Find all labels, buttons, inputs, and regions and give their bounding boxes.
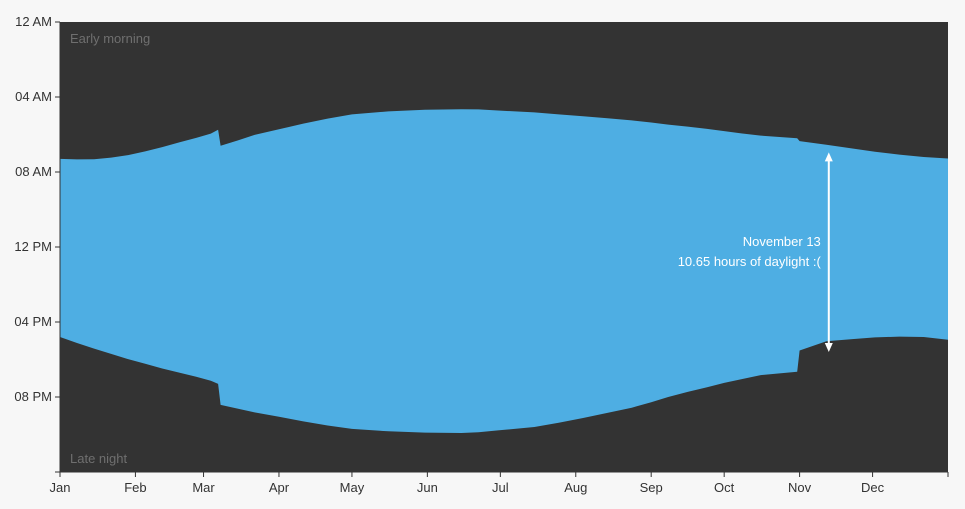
x-tick-label: Sep [640, 480, 663, 495]
annotation: November 13 10.65 hours of daylight :( [678, 152, 833, 352]
x-tick-label: Jan [50, 480, 71, 495]
y-tick-label: 08 PM [14, 389, 52, 404]
y-tick-label: 04 PM [14, 314, 52, 329]
x-tick-label: Jul [492, 480, 509, 495]
y-tick-label: 12 AM [15, 14, 52, 29]
annotation-date-text: November 13 [743, 234, 821, 249]
x-tick-label: Nov [788, 480, 812, 495]
x-tick-label: May [340, 480, 365, 495]
x-tick-label: Mar [192, 480, 215, 495]
daylight-area [60, 109, 948, 433]
x-tick-label: Dec [861, 480, 885, 495]
y-tick-label: 08 AM [15, 164, 52, 179]
x-tick-label: Feb [124, 480, 146, 495]
x-tick-label: Aug [564, 480, 587, 495]
annotation-arrowhead-bottom [824, 343, 833, 352]
annotation-detail-text: 10.65 hours of daylight :( [678, 254, 822, 269]
x-axis-ticks: Jan Feb Mar Apr May Jun Jul Aug Sep Oct Nov Dec [50, 472, 949, 495]
x-tick-label: Jun [417, 480, 438, 495]
corner-label-bottom: Late night [70, 451, 127, 466]
y-tick-label: 12 PM [14, 239, 52, 254]
annotation-arrowhead-top [824, 152, 833, 162]
x-tick-label: Oct [714, 480, 735, 495]
y-axis-ticks: 12 AM 04 AM 08 AM 12 PM 04 PM 08 PM [14, 14, 60, 473]
x-tick-label: Apr [269, 480, 290, 495]
y-tick-label: 04 AM [15, 89, 52, 104]
corner-label-top: Early morning [70, 31, 150, 46]
